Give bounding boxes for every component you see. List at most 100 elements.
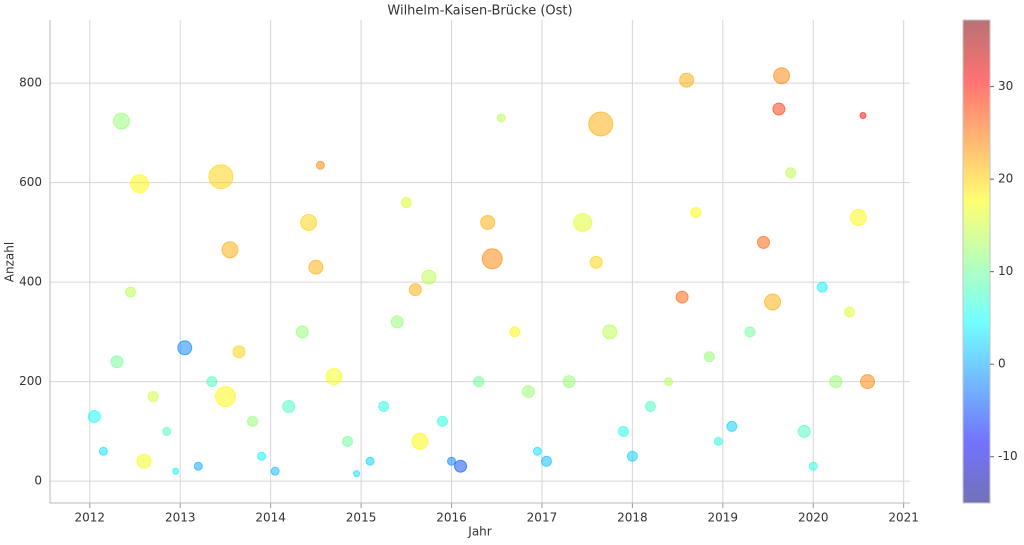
point [703,351,715,363]
point [772,102,786,116]
point [602,324,618,340]
point [378,400,390,412]
x-tick-label: 2012 [75,511,106,525]
y-tick-label: 400 [19,275,42,289]
point [573,212,593,232]
point [843,306,855,318]
x-tick-label: 2013 [165,511,196,525]
point [588,111,614,137]
point [411,432,429,450]
point [664,377,674,387]
colorbar-tick-label: -10 [998,449,1018,463]
point [147,391,159,403]
x-tick-label: 2019 [708,511,739,525]
chart-title: Wilhelm-Kaisen-Brücke (Ost) [387,4,572,19]
point [797,424,811,438]
point [257,451,267,461]
point [110,355,124,369]
point [757,235,771,249]
y-tick-label: 0 [34,474,42,488]
point [589,255,603,269]
point [193,461,203,471]
point [390,315,404,329]
point [859,112,867,120]
point [481,248,503,270]
point [816,281,828,293]
x-tick-label: 2014 [255,511,286,525]
point [436,415,448,427]
point [679,72,695,88]
point [454,459,468,473]
point [98,446,108,456]
x-tick-label: 2020 [798,511,829,525]
point [315,160,325,170]
point [270,466,280,476]
point [214,386,236,408]
point [690,207,702,219]
point [726,420,738,432]
y-tick-label: 600 [19,175,42,189]
point [532,446,542,456]
point [808,461,818,471]
point [447,456,457,466]
x-tick-label: 2015 [346,511,377,525]
point [353,470,361,478]
point [829,375,843,389]
point [617,425,629,437]
y-tick-label: 200 [19,374,42,388]
point [232,345,246,359]
point [162,426,172,436]
y-axis-label: Anzahl [3,242,17,282]
point [221,241,239,259]
point [521,385,535,399]
point [136,453,152,469]
point [496,113,506,123]
point [713,436,723,446]
point [295,325,309,339]
x-tick-label: 2017 [527,511,558,525]
colorbar [962,19,991,504]
x-tick-label: 2018 [617,511,648,525]
y-tick-label: 800 [19,76,42,90]
colorbar-tick-label: 20 [998,172,1013,186]
colorbar-tick-label: 30 [998,79,1013,93]
point [400,197,412,209]
x-tick-label: 2016 [436,511,467,525]
point [87,409,101,423]
x-axis-label: Jahr [467,525,491,539]
colorbar-tick-label: 0 [998,357,1006,371]
point [308,259,324,275]
point [206,376,218,388]
colorbar-tick-label: 10 [998,264,1013,278]
point [421,269,437,285]
point [562,375,576,389]
point [509,326,521,338]
point [764,293,782,311]
point [480,214,496,230]
point [540,455,552,467]
point [473,376,485,388]
point [247,415,259,427]
point [342,435,354,447]
point [112,112,130,130]
point [849,208,867,226]
point [282,399,296,413]
point [208,164,234,190]
point [675,290,689,304]
point [300,213,318,231]
point [124,286,136,298]
point [172,467,180,475]
point [859,374,875,390]
point [130,174,150,194]
point [365,456,375,466]
point [626,450,638,462]
point [644,400,656,412]
point [408,283,422,297]
point [325,368,343,386]
x-tick-label: 2021 [888,511,919,525]
point [785,167,797,179]
point [773,67,791,85]
point [177,340,193,356]
point [744,326,756,338]
